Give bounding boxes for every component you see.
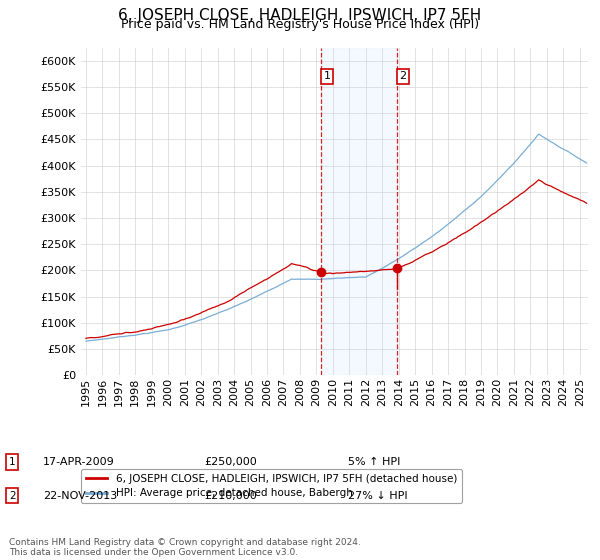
Text: 2: 2 xyxy=(9,491,16,501)
Text: Contains HM Land Registry data © Crown copyright and database right 2024.
This d: Contains HM Land Registry data © Crown c… xyxy=(9,538,361,557)
Text: £250,000: £250,000 xyxy=(204,457,257,467)
Legend: 6, JOSEPH CLOSE, HADLEIGH, IPSWICH, IP7 5FH (detached house), HPI: Average price: 6, JOSEPH CLOSE, HADLEIGH, IPSWICH, IP7 … xyxy=(81,469,462,503)
Text: Price paid vs. HM Land Registry's House Price Index (HPI): Price paid vs. HM Land Registry's House … xyxy=(121,18,479,31)
Text: 2: 2 xyxy=(400,72,407,81)
Bar xyxy=(321,48,397,375)
Text: 5% ↑ HPI: 5% ↑ HPI xyxy=(348,457,400,467)
Text: 17-APR-2009: 17-APR-2009 xyxy=(43,457,115,467)
Text: 1: 1 xyxy=(9,457,16,467)
Text: 22-NOV-2013: 22-NOV-2013 xyxy=(43,491,118,501)
Text: 27% ↓ HPI: 27% ↓ HPI xyxy=(348,491,407,501)
Text: 6, JOSEPH CLOSE, HADLEIGH, IPSWICH, IP7 5FH: 6, JOSEPH CLOSE, HADLEIGH, IPSWICH, IP7 … xyxy=(118,8,482,24)
Text: 1: 1 xyxy=(323,72,331,81)
Text: £210,000: £210,000 xyxy=(204,491,257,501)
